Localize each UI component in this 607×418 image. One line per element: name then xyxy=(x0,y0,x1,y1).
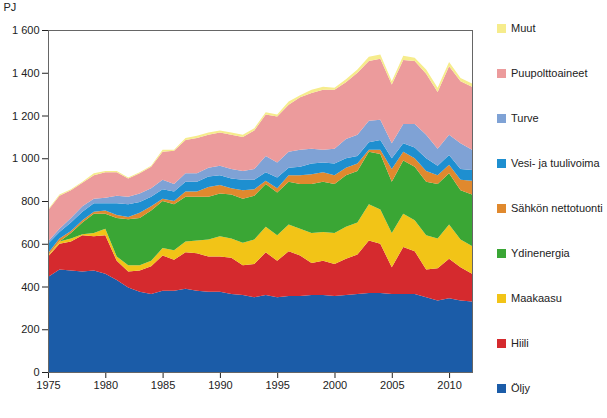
svg-text:400: 400 xyxy=(21,281,39,293)
html-text:Hiili: Hiili xyxy=(511,337,529,349)
svg-text:2010: 2010 xyxy=(437,379,461,391)
html-text:Puupolttoaineet: Puupolttoaineet xyxy=(511,67,588,79)
svg-text:1 000: 1 000 xyxy=(12,152,40,164)
html-text:Sähkön nettotuonti: Sähkön nettotuonti xyxy=(511,202,603,214)
svg-text:200: 200 xyxy=(21,323,39,335)
svg-text:2005: 2005 xyxy=(380,379,404,391)
html-text:Vesi- ja tuulivoima: Vesi- ja tuulivoima xyxy=(511,157,600,169)
html-text:Maakaasu: Maakaasu xyxy=(511,292,562,304)
html-text:Muut: Muut xyxy=(511,22,536,34)
svg-text:1990: 1990 xyxy=(208,379,232,391)
svg-text:600: 600 xyxy=(21,238,39,250)
svg-text:1975: 1975 xyxy=(36,379,60,391)
svg-text:1980: 1980 xyxy=(94,379,118,391)
svg-text:0: 0 xyxy=(33,366,39,378)
svg-text:1 400: 1 400 xyxy=(12,67,40,79)
svg-text:PJ: PJ xyxy=(4,1,17,13)
svg-text:1 200: 1 200 xyxy=(12,110,40,122)
svg-text:800: 800 xyxy=(21,195,39,207)
svg-text:1 600: 1 600 xyxy=(12,24,40,36)
html-text:Turve: Turve xyxy=(511,112,539,124)
html-text:Öljy: Öljy xyxy=(511,382,530,394)
svg-text:1985: 1985 xyxy=(151,379,175,391)
html-text:Ydinenergia: Ydinenergia xyxy=(511,247,570,259)
svg-text:1995: 1995 xyxy=(265,379,289,391)
svg-text:2000: 2000 xyxy=(323,379,347,391)
